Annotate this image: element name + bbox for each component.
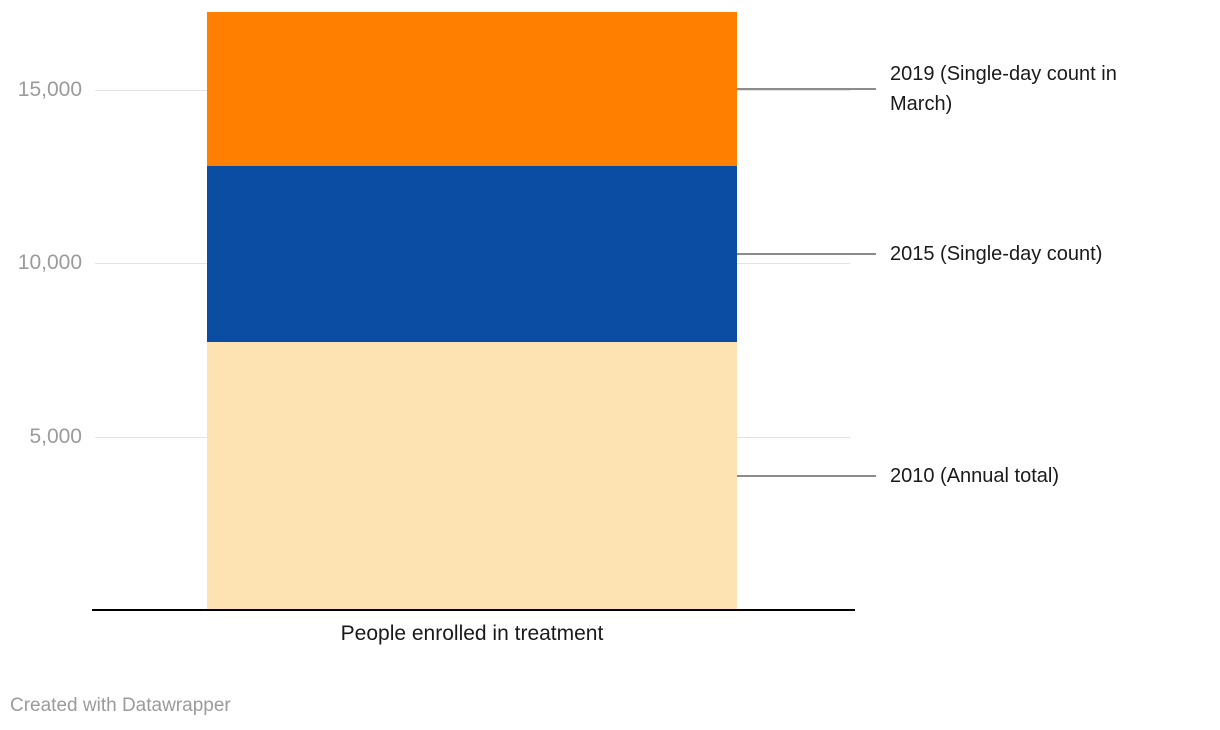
x-axis-line [92, 609, 855, 611]
series-annotation-label: 2019 (Single-day count in March) [890, 62, 1117, 115]
annotation-connector-line [737, 475, 876, 477]
series-annotation-label: 2010 (Annual total) [890, 465, 1060, 487]
x-axis-category-label: People enrolled in treatment [340, 622, 604, 645]
datawrapper-credit: Created with Datawrapper [10, 695, 231, 716]
series-annotation-label: 2015 (Single-day count) [890, 243, 1103, 265]
bar-segment-2010 [207, 341, 737, 610]
bar-segment-2019 [207, 11, 737, 167]
y-tick-label: 10,000 [17, 251, 82, 275]
annotation-connector-line [737, 253, 876, 255]
bar-segment-2015 [207, 166, 737, 342]
y-tick-label: 5,000 [29, 424, 82, 448]
y-tick-label: 15,000 [17, 77, 82, 101]
annotation-connector-line [737, 87, 876, 90]
